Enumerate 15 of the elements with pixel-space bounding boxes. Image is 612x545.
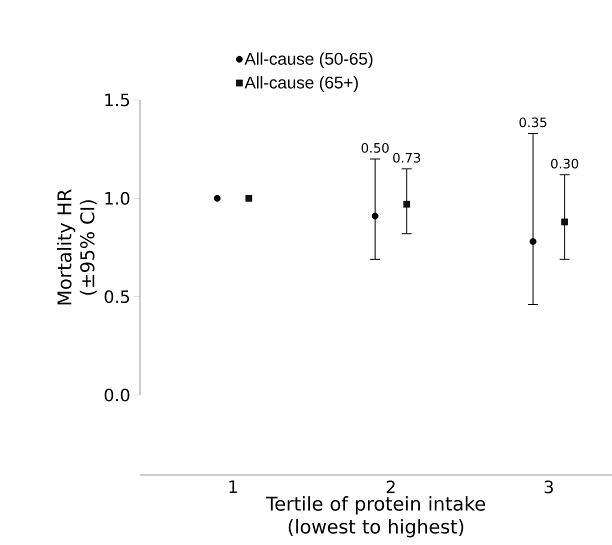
x-tick-label: 3 [544, 480, 553, 494]
annotation: 0.30 [551, 158, 578, 169]
legend-label: All-cause (50-65) [244, 52, 372, 68]
x-axis-title: Tertile of protein intake (lowest to highest) [266, 496, 486, 538]
legend-label: All-cause (65+) [244, 76, 358, 92]
y-tick-label: 0.5 [104, 290, 129, 304]
y-tick-label: 0.0 [104, 388, 130, 402]
y-axis-title: Mortality HR (±95% CI) [56, 189, 97, 304]
x-tick-label: 2 [386, 480, 395, 494]
annotation: 0.73 [393, 152, 420, 163]
y-tick-label: 1.0 [105, 192, 130, 205]
y-tick-label: 1.5 [105, 94, 129, 106]
annotation: 0.50 [362, 143, 389, 153]
annotation: 0.35 [519, 117, 546, 128]
x-tick-label: 1 [229, 480, 237, 493]
